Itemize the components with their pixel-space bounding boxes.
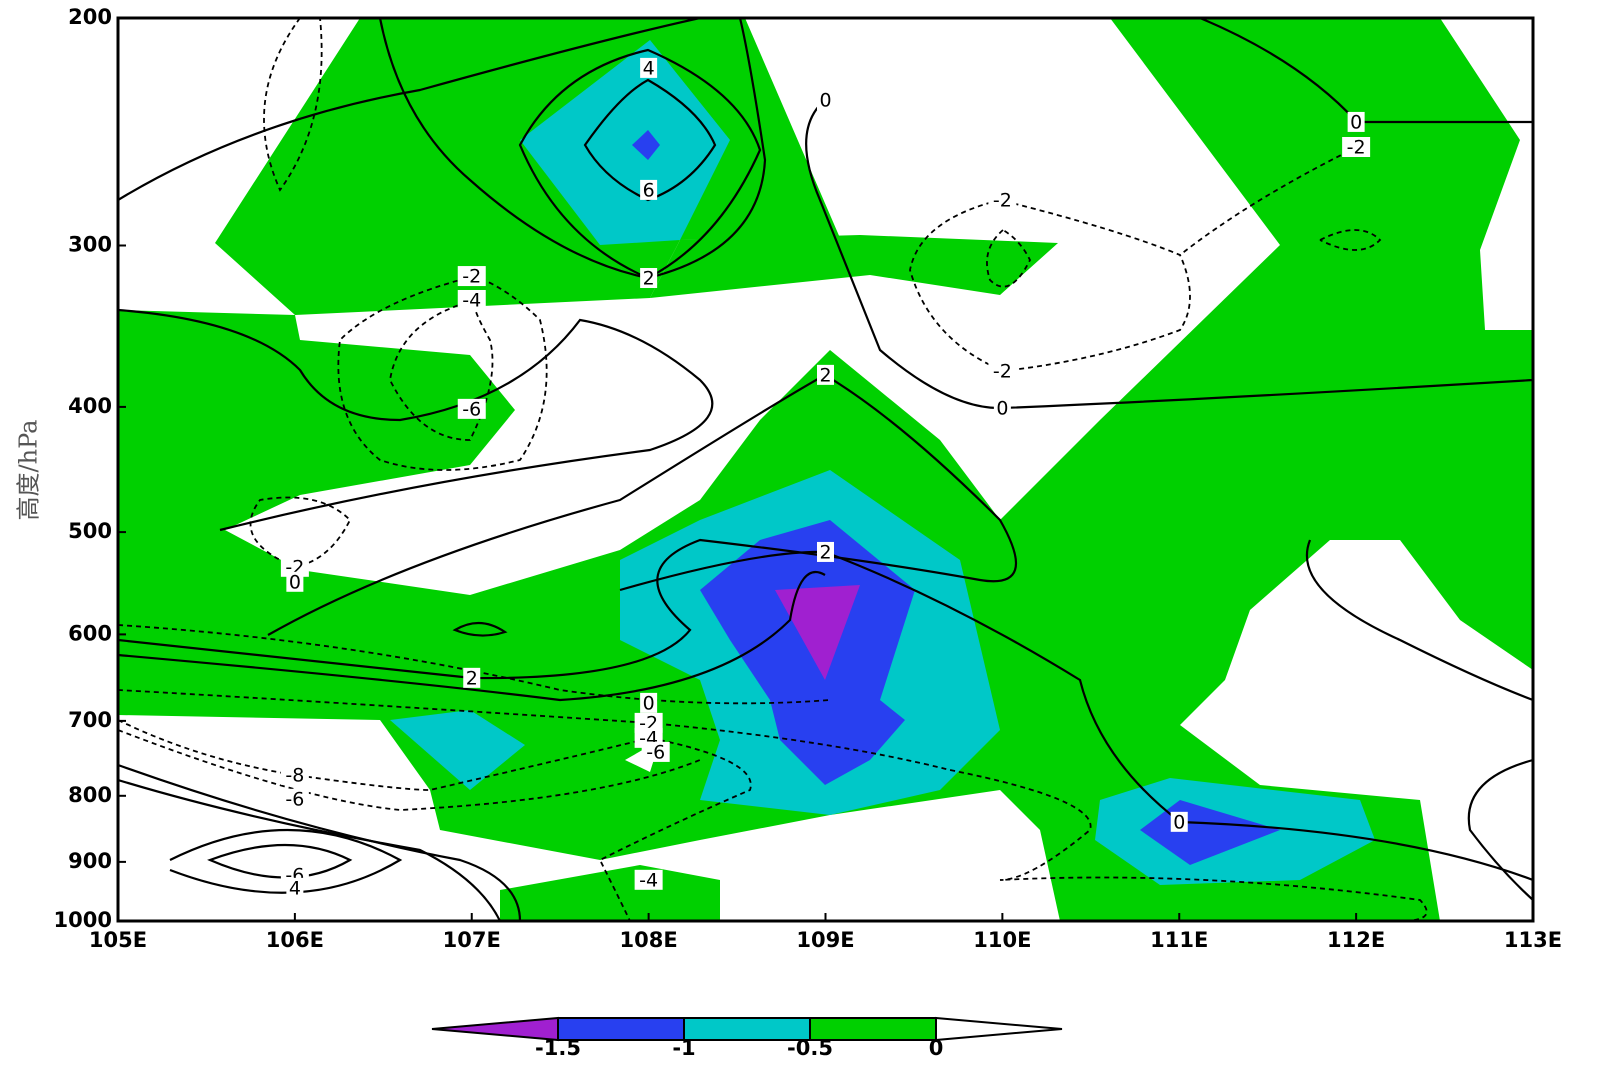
x-tick-label: 106E [266,928,324,952]
x-tick-label: 107E [443,928,501,952]
contour-label: 2 [819,541,831,563]
y-tick-label: 200 [68,5,112,29]
contour-label-bg [817,364,834,385]
contour-label-bg [1342,137,1371,158]
contour-label: -2 [462,266,481,288]
filled-region [1440,18,1533,330]
y-tick-label: 800 [68,783,112,807]
contour-label-bg [1170,811,1188,832]
contour-label-bg [988,360,1017,381]
x-tick-label: 111E [1150,928,1208,952]
contour-label-bg [640,692,658,713]
contour-label: -4 [462,289,481,311]
contour-label: 0 [1173,811,1185,833]
contour-label: 0 [996,397,1008,419]
contour-label: 0 [643,692,655,714]
contour-label: 2 [466,667,478,689]
x-tick-label: 105E [89,928,147,952]
contour-label-bg [280,764,309,785]
colorbar-label: -1 [672,1036,695,1060]
filled-region [118,18,360,315]
contour-label-bg [286,571,304,592]
filled-region [775,585,860,680]
contour-label: 6 [643,179,655,201]
contour-label: 4 [289,877,301,899]
colorbar-label: -0.5 [787,1036,833,1060]
contour-label-bg [1347,111,1365,132]
colorbar-label: -1.5 [535,1036,581,1060]
contour-label-bg [634,869,663,890]
contour-label: -2 [993,360,1012,382]
x-tick-label: 113E [1504,928,1562,952]
y-tick-label: 1000 [54,908,112,932]
y-tick-label: 300 [68,232,112,256]
y-axis-label: 高度/hPa [15,420,43,521]
contour-label: -6 [646,741,665,763]
contour-label: -2 [993,189,1012,211]
y-tick-label: 900 [68,849,112,873]
contour-label-bg [817,541,834,562]
contour-label-bg [641,741,670,762]
contour-label-bg [640,57,658,78]
x-tick-label: 108E [620,928,678,952]
contour-label: -2 [1347,137,1366,159]
filled-region [225,18,1280,595]
contour-label-bg [457,266,486,287]
filled-region [650,235,1058,298]
contour-label: -8 [285,764,304,786]
filled-region [700,520,915,785]
contour-label-bg [993,397,1011,418]
colorbar-segment [935,1016,1063,1042]
contour-label: -4 [639,869,658,891]
x-tick-label: 109E [796,928,854,952]
y-tick-label: 700 [68,708,112,732]
contour-label-bg [457,398,486,419]
contour-label-bg [817,90,834,111]
filled-region [520,40,730,245]
y-tick-label: 600 [68,621,112,645]
contour-label: 0 [819,90,831,112]
contour-lines [118,18,1533,921]
contour-label: 2 [643,268,655,290]
contour-label-bg [463,667,481,688]
contour-label: -6 [285,788,304,810]
x-tick-label: 112E [1327,928,1385,952]
filled-region [390,710,525,790]
y-tick-label: 400 [68,394,112,418]
y-tick-label: 500 [68,519,112,543]
contour-label: 0 [289,571,301,593]
contour-label-bg [286,877,304,898]
contour-label: 2 [819,364,831,386]
contour-label-bg [640,268,658,289]
contour-label-bg [457,289,486,310]
filled-region [1180,540,1533,921]
filled-region [632,130,660,160]
contour-label-bg [280,788,309,809]
x-tick-label: 110E [973,928,1031,952]
filled-region [118,715,1060,921]
contour-label: 0 [1350,111,1362,133]
colorbar-label: 0 [929,1036,944,1060]
contour-label-bg [988,189,1017,210]
contour-label: -6 [462,398,481,420]
contour-label-bg [640,179,658,200]
contour-label: 4 [643,57,655,79]
